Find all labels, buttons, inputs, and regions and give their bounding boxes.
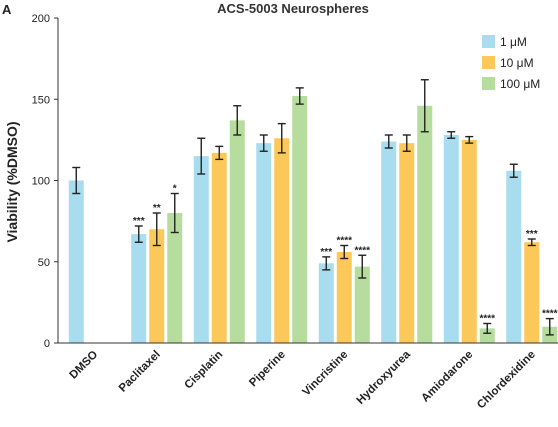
bar [354,266,370,343]
legend-swatch [482,35,495,48]
bar [149,229,165,343]
bar [524,242,540,343]
legend: 1 μM 10 μM 100 μM [482,35,540,91]
y-axis: 0 50 100 150 200 [32,13,59,350]
significance-label: **** [479,314,495,325]
legend-label: 10 μM [500,56,534,70]
bar [443,135,459,343]
legend-swatch [482,56,495,69]
x-tick-label: Piperine [247,349,288,390]
legend-label: 100 μM [500,77,540,91]
significance-label: **** [336,236,352,247]
significance-label: *** [320,247,332,258]
bar [479,328,495,343]
y-tick-label: 200 [32,13,50,25]
bar [417,105,433,343]
x-tick-label: DMSO [67,349,100,382]
x-tick-label: Paclitaxel [117,349,163,395]
bar [399,143,415,343]
bar [131,234,147,343]
x-tick-label: Vincristine [300,349,350,399]
bars-group: **************************** [68,79,558,343]
bar [318,263,334,343]
significance-label: * [173,184,177,195]
legend-swatch [482,77,495,90]
bar [336,252,352,343]
significance-label: **** [542,309,558,320]
bar [292,96,308,343]
bar [381,141,397,343]
bar [68,180,84,343]
significance-label: ** [153,203,161,214]
y-tick-label: 150 [32,94,50,106]
significance-label: **** [354,245,370,256]
y-tick-label: 50 [38,257,50,269]
x-axis: DMSO Paclitaxel Cisplatin Piperine Vincristi… [58,342,558,412]
legend-label: 1 μM [500,35,527,49]
x-tick-label: Amiodarone [419,349,475,405]
bar [461,139,477,343]
chart-title: ACS-5003 Neurospheres [217,1,369,16]
bar [506,170,522,343]
significance-label: *** [526,229,538,240]
panel-letter: A [2,2,12,17]
bar [211,152,227,343]
significance-label: *** [133,216,145,227]
y-tick-label: 0 [44,338,50,350]
bar [256,143,272,343]
x-tick-label: Hydroxyurea [355,348,414,407]
bar [167,213,183,343]
bar [274,138,290,343]
bar [193,156,209,343]
bar [229,120,245,343]
y-tick-label: 100 [32,176,50,188]
y-axis-label: Viability (%DMSO) [4,121,20,242]
x-tick-label: Cisplatin [183,349,226,392]
x-tick-label: Chlordexidine [475,349,538,412]
